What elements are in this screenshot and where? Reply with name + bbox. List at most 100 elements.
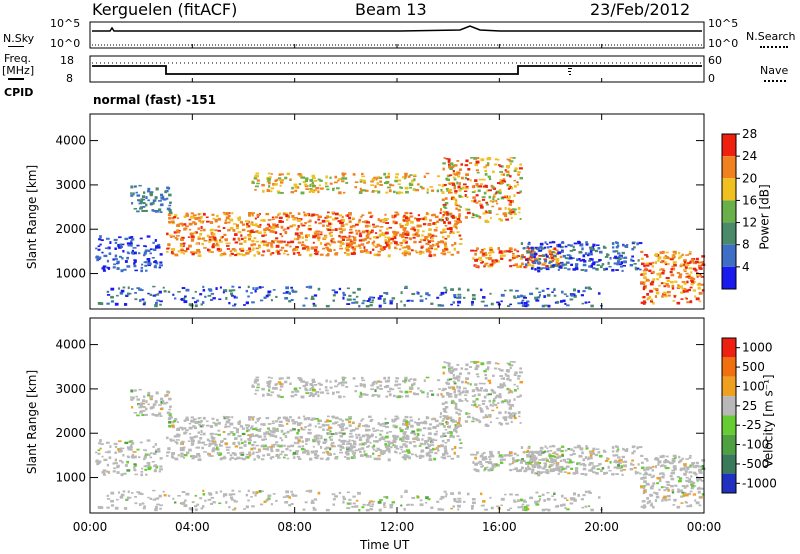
power-echo-cell xyxy=(284,176,288,180)
power-echo-cell xyxy=(200,237,203,240)
velocity-echo-cell xyxy=(141,467,144,470)
velocity-echo-cell xyxy=(344,451,349,454)
power-echo-cell xyxy=(622,244,625,247)
power-echo-cell xyxy=(422,218,425,221)
power-echo-cell xyxy=(275,244,280,248)
power-echo-cell xyxy=(506,197,511,200)
power-echo-cell xyxy=(458,220,462,224)
velocity-echo-cell xyxy=(659,455,664,459)
power-echo-cell xyxy=(248,220,251,224)
power-echo-cell xyxy=(642,295,646,299)
velocity-echo-cell xyxy=(538,498,541,501)
velocity-echo-cell xyxy=(183,501,186,505)
power-echo-cell xyxy=(555,249,559,252)
velocity-echo-cell xyxy=(251,428,256,431)
velocity-echo-cell xyxy=(331,493,336,496)
velocity-echo-cell xyxy=(683,465,687,468)
power-echo-cell xyxy=(583,260,587,263)
velocity-echo-cell xyxy=(337,424,342,427)
velocity-echo-cell xyxy=(346,418,349,422)
velocity-echo-cell xyxy=(317,491,321,495)
power-echo-cell xyxy=(685,254,689,256)
velocity-echo-cell xyxy=(140,402,144,406)
power-echo-cell xyxy=(467,208,471,211)
power-echo-cell xyxy=(171,216,175,220)
power-echo-cell xyxy=(388,227,393,229)
velocity-echo-cell xyxy=(446,439,450,442)
velocity-echo-cell xyxy=(551,495,554,497)
velocity-echo-cell xyxy=(191,442,195,445)
velocity-echo-cell xyxy=(257,448,261,451)
velocity-echo-cell xyxy=(546,470,550,473)
velocity-echo-cell xyxy=(341,384,345,387)
velocity-echo-cell xyxy=(321,423,326,427)
power-echo-cell xyxy=(564,257,569,260)
power-echo-cell xyxy=(168,204,172,207)
velocity-echo-cell xyxy=(445,492,448,496)
velocity-echo-cell xyxy=(359,454,364,457)
power-echo-cell xyxy=(180,237,183,241)
velocity-echo-cell xyxy=(284,453,288,456)
velocity-echo-cell xyxy=(686,484,689,488)
power-echo-cell xyxy=(451,166,455,169)
power-echo-cell xyxy=(144,249,148,252)
power-echo-cell xyxy=(487,264,491,268)
power-echo-cell xyxy=(240,234,243,237)
power-echo-cell xyxy=(286,172,290,176)
velocity-echo-cell xyxy=(585,445,588,449)
power-echo-cell xyxy=(464,187,469,190)
velocity-echo-cell xyxy=(146,461,151,465)
power-echo-cell xyxy=(149,194,153,197)
velocity-echo-cell xyxy=(270,503,273,506)
velocity-echo-cell xyxy=(258,490,262,493)
power-echo-cell xyxy=(530,248,535,251)
power-echo-cell xyxy=(490,302,494,306)
power-echo-cell xyxy=(247,295,250,298)
power-echo-cell xyxy=(667,256,670,259)
power-echo-cell xyxy=(369,304,373,307)
power-echo-cell xyxy=(325,220,330,223)
velocity-echo-cell xyxy=(457,376,461,379)
power-echo-cell xyxy=(256,230,259,233)
power-echo-cell xyxy=(245,252,250,255)
velocity-echo-cell xyxy=(549,449,553,452)
power-echo-cell xyxy=(567,257,571,260)
power-echo-cell xyxy=(181,236,185,239)
power-echo-cell xyxy=(158,208,162,212)
power-echo-cell xyxy=(643,285,646,289)
power-echo-cell xyxy=(551,260,555,262)
velocity-echo-cell xyxy=(334,495,338,498)
power-echo-cell xyxy=(598,259,602,261)
power-echo-cell xyxy=(640,274,644,276)
velocity-echo-cell xyxy=(442,433,445,436)
power-echo-cell xyxy=(488,177,492,181)
power-echo-cell xyxy=(652,301,655,305)
velocity-echo-cell xyxy=(633,450,636,453)
power-echo-cell xyxy=(623,256,628,259)
power-echo-cell xyxy=(183,297,186,301)
velocity-echo-cell xyxy=(317,442,320,446)
power-echo-cell xyxy=(522,247,525,250)
velocity-echo-cell xyxy=(445,381,448,385)
power-echo-cell xyxy=(292,247,297,251)
velocity-echo-cell xyxy=(272,434,275,438)
power-echo-cell xyxy=(312,304,317,307)
power-echo-cell xyxy=(588,265,591,268)
power-echo-cell xyxy=(382,246,387,248)
velocity-echo-cell xyxy=(474,469,478,471)
velocity-echo-cell xyxy=(624,448,628,452)
velocity-echo-cell xyxy=(231,416,234,419)
power-echo-cell xyxy=(217,250,222,252)
velocity-echo-cell xyxy=(229,422,234,426)
velocity-echo-cell xyxy=(371,445,374,449)
power-echo-cell xyxy=(458,234,462,237)
velocity-echo-cell xyxy=(441,423,445,425)
power-echo-cell xyxy=(406,245,410,248)
velocity-echo-cell xyxy=(550,458,554,462)
velocity-echo-cell xyxy=(203,443,208,446)
power-echo-cell xyxy=(630,258,633,262)
power-echo-cell xyxy=(544,241,547,244)
power-echo-cell xyxy=(101,267,106,270)
velocity-echo-cell xyxy=(649,494,654,497)
power-echo-cell xyxy=(291,224,296,227)
